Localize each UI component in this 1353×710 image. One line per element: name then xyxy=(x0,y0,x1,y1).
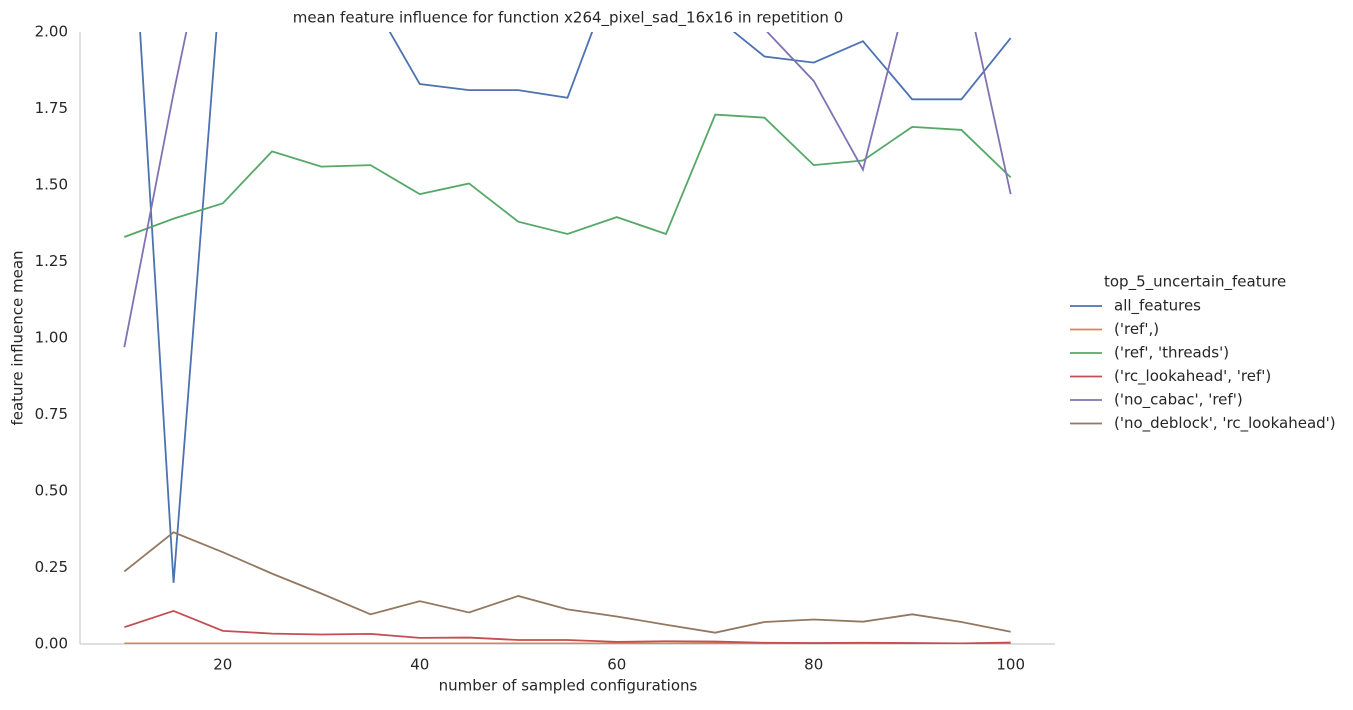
series-line xyxy=(123,32,1012,348)
series-line xyxy=(124,113,1012,238)
plot-area xyxy=(123,32,1012,644)
series-line xyxy=(123,531,1011,634)
x-tick-label: 40 xyxy=(410,656,429,674)
series-line xyxy=(139,32,1012,583)
series-line xyxy=(124,609,1011,644)
x-axis-label: number of sampled configurations xyxy=(439,677,698,695)
x-tick-label: 20 xyxy=(213,656,232,674)
chart-title: mean feature influence for function x264… xyxy=(293,9,843,28)
legend-label: ('ref', 'threads') xyxy=(1114,344,1229,362)
y-tick-label: 2.00 xyxy=(35,23,68,41)
x-tick-label: 100 xyxy=(996,656,1025,674)
legend-title: top_5_uncertain_feature xyxy=(1104,273,1286,292)
legend-label: all_features xyxy=(1114,297,1201,316)
y-tick-label: 1.00 xyxy=(35,329,68,347)
legend-label: ('no_cabac', 'ref') xyxy=(1114,391,1243,410)
y-tick-label: 1.75 xyxy=(35,99,68,117)
legend-label: ('rc_lookahead', 'ref') xyxy=(1114,367,1271,386)
x-tick-label: 80 xyxy=(804,656,823,674)
x-tick-label: 60 xyxy=(607,656,626,674)
y-tick-label: 1.50 xyxy=(35,176,68,194)
y-tick-label: 0.75 xyxy=(35,405,68,423)
y-tick-label: 0.50 xyxy=(35,482,68,500)
legend-label: ('ref',) xyxy=(1114,320,1159,338)
y-tick-label: 0.00 xyxy=(35,635,68,653)
legend-label: ('no_deblock', 'rc_lookahead') xyxy=(1114,414,1336,433)
y-tick-label: 1.25 xyxy=(35,252,68,270)
y-axis-label: feature influence mean xyxy=(9,250,27,425)
y-tick-label: 0.25 xyxy=(35,558,68,576)
